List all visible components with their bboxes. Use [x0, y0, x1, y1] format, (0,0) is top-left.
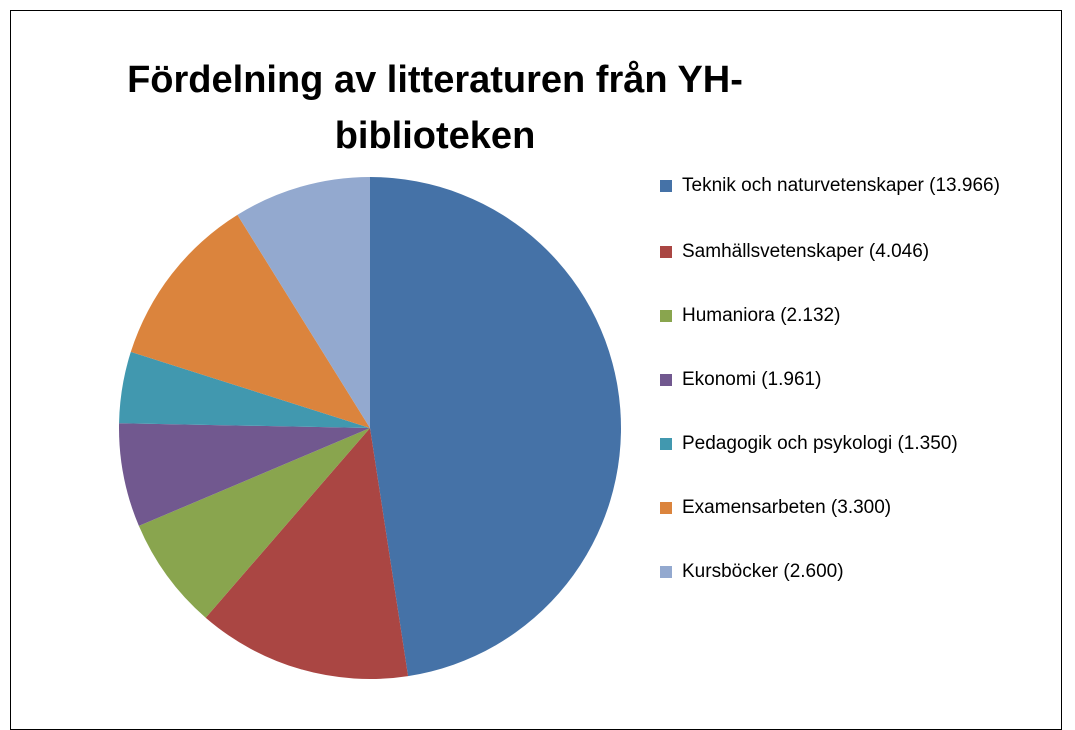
pie-slice	[237, 177, 370, 428]
legend-label: Ekonomi (1.961)	[682, 369, 822, 390]
legend-label: Teknik och naturvetenskaper (13.966)	[682, 175, 1000, 196]
legend-swatch	[660, 566, 672, 578]
legend-label: Pedagogik och psykologi (1.350)	[682, 433, 958, 454]
pie-slice	[205, 428, 409, 679]
pie-slice	[130, 214, 370, 428]
legend-label: Kursböcker (2.600)	[682, 561, 844, 582]
legend-swatch	[660, 374, 672, 386]
pie-slice	[119, 423, 371, 526]
pie-slice	[119, 351, 370, 428]
legend-label: Samhällsvetenskaper (4.046)	[682, 241, 930, 262]
pie-slice	[370, 177, 621, 677]
pie-slice	[138, 428, 370, 618]
legend-swatch	[660, 310, 672, 322]
chart	[119, 177, 621, 679]
legend-swatch	[660, 502, 672, 514]
legend-swatch	[660, 180, 672, 192]
legend-label: Humaniora (2.132)	[682, 305, 841, 326]
legend-label: Examensarbeten (3.300)	[682, 497, 892, 518]
legend-swatch	[660, 438, 672, 450]
legend-swatch	[660, 246, 672, 258]
chart-title: Fördelning av litteraturen från YH-bibli…	[127, 59, 743, 157]
